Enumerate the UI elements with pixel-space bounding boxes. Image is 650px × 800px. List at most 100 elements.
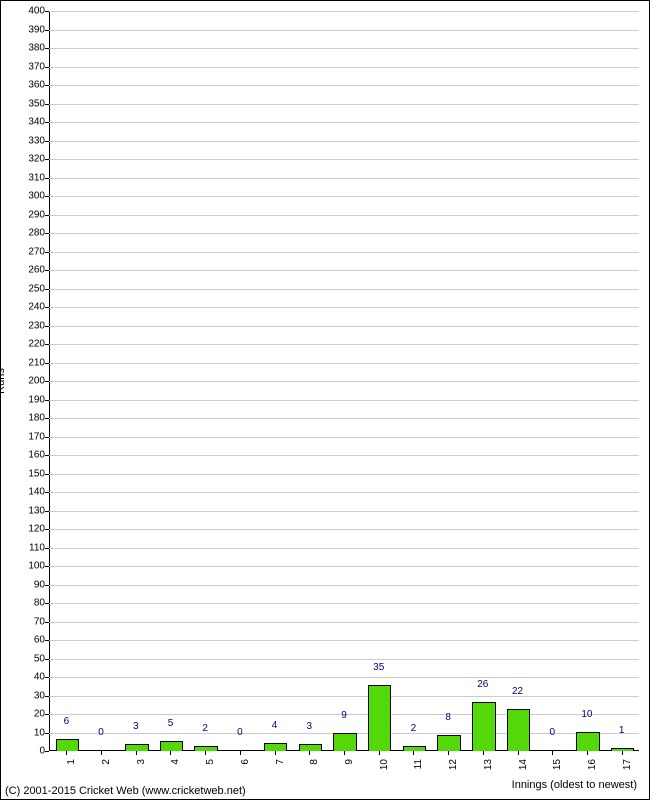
y-tick-label: 80 (34, 598, 49, 609)
y-tick-label: 240 (28, 302, 49, 313)
y-gridline (49, 326, 639, 327)
y-gridline (49, 640, 639, 641)
x-tick-mark (379, 751, 380, 755)
bar-value-label: 2 (202, 723, 208, 734)
y-gridline (49, 677, 639, 678)
x-tick-mark (170, 751, 171, 755)
y-tick-label: 260 (28, 265, 49, 276)
y-tick-label: 270 (28, 246, 49, 257)
y-tick-label: 250 (28, 283, 49, 294)
y-gridline (49, 566, 639, 567)
y-tick-label: 160 (28, 450, 49, 461)
bar-value-label: 35 (373, 662, 384, 673)
x-tick-label: 16 (587, 759, 598, 770)
y-gridline (49, 696, 639, 697)
x-tick-mark (66, 751, 67, 755)
bar (576, 732, 600, 752)
y-gridline (49, 104, 639, 105)
y-gridline (49, 215, 639, 216)
chart-frame: 0102030405060708090100110120130140150160… (0, 0, 650, 800)
y-tick-label: 210 (28, 357, 49, 368)
x-tick-mark (205, 751, 206, 755)
y-gridline (49, 159, 639, 160)
x-tick-label: 13 (483, 759, 494, 770)
y-tick-label: 40 (34, 672, 49, 683)
y-gridline (49, 67, 639, 68)
y-gridline (49, 400, 639, 401)
x-tick-mark (275, 751, 276, 755)
x-tick-label: 17 (622, 759, 633, 770)
y-tick-label: 190 (28, 394, 49, 405)
y-tick-label: 60 (34, 635, 49, 646)
x-tick-label: 14 (518, 759, 529, 770)
bar-value-label: 2 (411, 723, 417, 734)
y-gridline (49, 455, 639, 456)
x-tick-mark (413, 751, 414, 755)
x-tick-label: 5 (205, 759, 216, 765)
x-tick-mark (622, 751, 623, 755)
bar-value-label: 0 (549, 727, 555, 738)
y-gridline (49, 381, 639, 382)
y-tick-label: 100 (28, 561, 49, 572)
y-tick-label: 90 (34, 579, 49, 590)
y-tick-label: 300 (28, 191, 49, 202)
bar (125, 744, 149, 751)
y-gridline (49, 233, 639, 234)
y-tick-label: 360 (28, 80, 49, 91)
x-tick-mark (240, 751, 241, 755)
y-tick-label: 20 (34, 709, 49, 720)
bar-value-label: 6 (64, 716, 70, 727)
y-gridline (49, 178, 639, 179)
bar (437, 735, 461, 751)
plot-area: 0102030405060708090100110120130140150160… (49, 11, 639, 751)
x-axis-label: Innings (oldest to newest) (512, 779, 637, 791)
x-tick-mark (518, 751, 519, 755)
y-gridline (49, 418, 639, 419)
bar-value-label: 5 (168, 718, 174, 729)
y-tick-label: 200 (28, 376, 49, 387)
x-tick-label: 10 (379, 759, 390, 770)
y-tick-label: 30 (34, 690, 49, 701)
y-gridline (49, 437, 639, 438)
y-tick-label: 310 (28, 172, 49, 183)
x-tick-mark (309, 751, 310, 755)
y-tick-label: 330 (28, 135, 49, 146)
x-tick-mark (587, 751, 588, 755)
bar-value-label: 9 (341, 710, 347, 721)
y-tick-label: 70 (34, 616, 49, 627)
y-tick-label: 390 (28, 24, 49, 35)
y-tick-label: 320 (28, 154, 49, 165)
bar-value-label: 3 (133, 721, 139, 732)
y-tick-label: 120 (28, 524, 49, 535)
x-tick-label: 12 (448, 759, 459, 770)
bar (368, 685, 392, 751)
y-tick-label: 10 (34, 727, 49, 738)
x-tick-label: 2 (101, 759, 112, 765)
x-tick-label: 1 (66, 759, 77, 765)
y-tick-label: 150 (28, 468, 49, 479)
y-gridline (49, 585, 639, 586)
bar-value-label: 8 (445, 712, 451, 723)
y-gridline (49, 270, 639, 271)
bar-value-label: 1 (619, 725, 625, 736)
x-tick-mark (448, 751, 449, 755)
bar (472, 702, 496, 751)
x-tick-label: 3 (136, 759, 147, 765)
y-tick-label: 280 (28, 228, 49, 239)
x-tick-mark (136, 751, 137, 755)
bar (56, 739, 80, 751)
y-tick-label: 180 (28, 413, 49, 424)
y-gridline (49, 603, 639, 604)
bar (90, 750, 114, 751)
x-tick-label: 9 (344, 759, 355, 765)
x-tick-label: 6 (240, 759, 251, 765)
y-gridline (49, 344, 639, 345)
y-gridline (49, 529, 639, 530)
y-gridline (49, 11, 639, 12)
x-tick-label: 15 (552, 759, 563, 770)
y-gridline (49, 492, 639, 493)
y-gridline (49, 289, 639, 290)
y-gridline (49, 122, 639, 123)
x-tick-mark (344, 751, 345, 755)
bar (264, 743, 288, 751)
